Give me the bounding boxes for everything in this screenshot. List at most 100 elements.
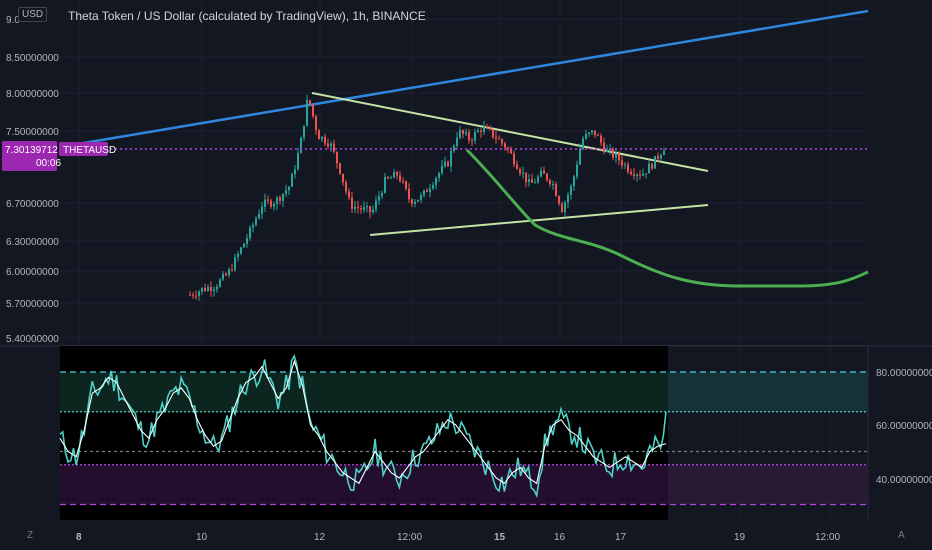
candle-body bbox=[618, 153, 620, 161]
candle-body bbox=[195, 295, 197, 297]
candle-body bbox=[519, 169, 521, 174]
candle-body bbox=[594, 130, 596, 136]
candle-body bbox=[621, 160, 623, 166]
time-tick-label: 12 bbox=[314, 532, 326, 543]
candle-body bbox=[249, 227, 251, 239]
candle-body bbox=[513, 153, 515, 165]
candle-body bbox=[282, 193, 284, 201]
candle-body bbox=[240, 247, 242, 254]
projection-curve bbox=[465, 148, 869, 288]
candle-body bbox=[426, 190, 428, 193]
candle-body bbox=[597, 135, 599, 137]
candle-body bbox=[495, 137, 497, 139]
rsi-tick-label: 40.00000000 bbox=[876, 475, 932, 486]
symbol-badge-bg bbox=[59, 142, 108, 156]
overbought-zone-future bbox=[668, 372, 868, 412]
zoom-z-button[interactable]: Z bbox=[27, 530, 34, 541]
candle-body bbox=[654, 156, 656, 169]
candle-body bbox=[549, 180, 551, 185]
candle-body bbox=[603, 142, 605, 153]
price-tick-label: 9.0 bbox=[6, 15, 20, 26]
candle-body bbox=[417, 199, 419, 202]
rsi-tick-label: 60.00000000 bbox=[876, 421, 932, 432]
candle-body bbox=[420, 195, 422, 200]
candle-body bbox=[315, 116, 317, 131]
candle-body bbox=[216, 286, 218, 290]
candle-body bbox=[330, 143, 332, 147]
candle-body bbox=[234, 256, 236, 271]
candle-body bbox=[237, 253, 239, 257]
rsi-tick-label: 80.00000000 bbox=[876, 368, 932, 379]
candle-body bbox=[528, 179, 530, 183]
candle-body bbox=[555, 183, 557, 197]
candle-body bbox=[630, 171, 632, 175]
candle-body bbox=[309, 100, 311, 105]
candle-body bbox=[231, 269, 233, 271]
candle-body bbox=[255, 218, 257, 225]
candle-body bbox=[546, 173, 548, 181]
candle-body bbox=[612, 149, 614, 158]
candle-body bbox=[588, 132, 590, 135]
candle-body bbox=[336, 151, 338, 164]
candle-body bbox=[297, 153, 299, 170]
candle-body bbox=[558, 196, 560, 204]
candle-body bbox=[276, 197, 278, 204]
candle-body bbox=[384, 177, 386, 193]
candle-body bbox=[375, 200, 377, 210]
candle-body bbox=[564, 202, 566, 213]
rsi-lines bbox=[59, 354, 667, 499]
candle-body bbox=[537, 176, 539, 183]
candle-body bbox=[288, 186, 290, 191]
candle-body bbox=[351, 197, 353, 209]
candle-body bbox=[579, 148, 581, 165]
candle-body bbox=[345, 182, 347, 192]
auto-scale-button[interactable]: A bbox=[898, 530, 905, 541]
candle-body bbox=[225, 273, 227, 276]
oversold-zone-future bbox=[668, 464, 868, 505]
candle-body bbox=[486, 126, 488, 128]
candle-body bbox=[243, 243, 245, 248]
candle-body bbox=[204, 287, 206, 291]
candle-body bbox=[627, 164, 629, 172]
candle-body bbox=[540, 170, 542, 177]
rsi-ma-line bbox=[59, 359, 667, 485]
chart-title: Theta Token / US Dollar (calculated by T… bbox=[68, 9, 426, 23]
candle-body bbox=[483, 126, 485, 132]
candle-body bbox=[273, 203, 275, 207]
candle-body bbox=[333, 143, 335, 152]
time-tick-label: 12:00 bbox=[397, 532, 422, 543]
price-badge-value: 7.30139712 bbox=[5, 145, 58, 156]
candle-body bbox=[567, 195, 569, 203]
price-badge-bg bbox=[2, 141, 57, 171]
candle-body bbox=[510, 149, 512, 154]
time-tick-label: 19 bbox=[734, 532, 746, 543]
candle-body bbox=[213, 289, 215, 291]
candle-body bbox=[522, 172, 524, 174]
candle-body bbox=[192, 294, 194, 296]
candle-body bbox=[270, 200, 272, 207]
candle-body bbox=[402, 180, 404, 182]
candle-body bbox=[474, 132, 476, 141]
time-tick-label: 10 bbox=[196, 532, 208, 543]
candle-body bbox=[435, 177, 437, 186]
candle-body bbox=[534, 182, 536, 184]
price-tick-label: 5.40000000 bbox=[6, 334, 59, 345]
candle-body bbox=[252, 224, 254, 228]
candle-body bbox=[381, 192, 383, 197]
candle-body bbox=[651, 163, 653, 169]
time-tick-label: 12:00 bbox=[815, 532, 840, 543]
candle-body bbox=[600, 135, 602, 143]
currency-badge[interactable]: USD bbox=[18, 7, 48, 22]
candle-body bbox=[363, 207, 365, 210]
ascending-trendline bbox=[59, 9, 869, 149]
candle-body bbox=[642, 173, 644, 176]
triangle-upper-line bbox=[311, 92, 709, 172]
candle-body bbox=[405, 181, 407, 189]
candle-body bbox=[477, 130, 479, 133]
candle-body bbox=[438, 173, 440, 178]
candle-body bbox=[207, 287, 209, 291]
candle-body bbox=[648, 163, 650, 174]
candle-body bbox=[450, 150, 452, 167]
candle-body bbox=[636, 174, 638, 176]
